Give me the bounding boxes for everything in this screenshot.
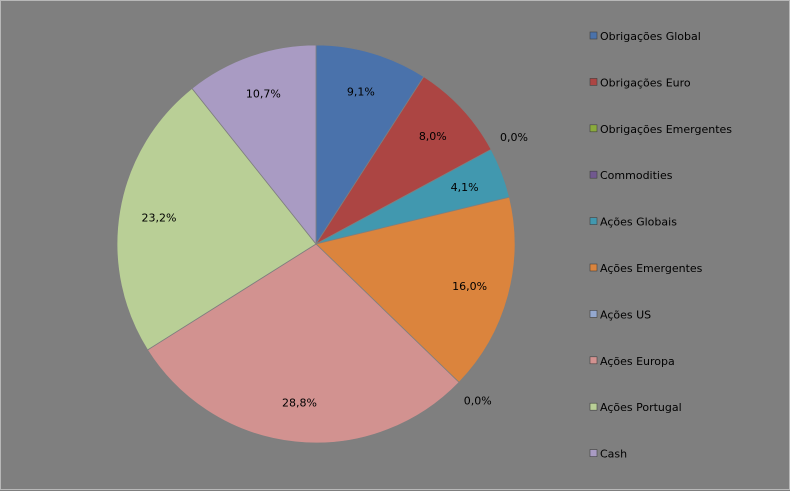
data-label-acoes-europa: 28,8% [282, 396, 317, 409]
data-label-obrigacoes-global: 9,1% [347, 85, 375, 98]
data-labels: 9,1% 8,0% 0,0% 4,1% 16,0% 0,0% 28,8% 23,2% 10,7% [142, 85, 528, 409]
legend-swatch-acoes-globais [589, 217, 598, 225]
data-label-acoes-us: 0,0% [464, 395, 492, 408]
slice-obrigacoes-global [315, 44, 425, 246]
legend-swatch-acoes-portugal [589, 402, 598, 411]
legend-label-acoes-us: Ações US [600, 308, 651, 321]
slice-acoes-europa [146, 243, 460, 444]
data-label-cash: 10,7% [246, 88, 281, 101]
legend-swatch-obrigacoes-euro [589, 78, 598, 86]
legend-swatch-acoes-europa [589, 356, 598, 365]
legend-label-obrigacoes-euro: Obrigações Euro [600, 76, 691, 89]
data-label-acoes-portugal: 23,2% [142, 211, 177, 224]
legend-swatch-cash [589, 449, 598, 457]
pie-slices [116, 44, 516, 444]
slice-acoes-portugal [116, 87, 317, 351]
slice-cash [191, 44, 317, 246]
legend-label-acoes-emergentes: Ações Emergentes [600, 262, 703, 275]
legend-swatch-acoes-us [589, 310, 598, 318]
data-label-acoes-emergentes: 16,0% [452, 280, 487, 293]
legend-label-obrigacoes-emergentes: Obrigações Emergentes [600, 123, 732, 136]
legend-swatch-acoes-emergentes [589, 263, 598, 272]
legend-swatch-obrigacoes-global [589, 31, 598, 40]
legend-swatch-obrigacoes-emergentes [589, 124, 598, 133]
data-label-obrigacoes-euro: 8,0% [419, 130, 447, 143]
legend-label-acoes-europa: Ações Europa [600, 355, 675, 368]
legend-swatch-commodities [589, 170, 598, 179]
legend-label-commodities: Commodities [600, 169, 673, 182]
data-label-obrigacoes-emergentes: 0,0% [500, 131, 528, 144]
legend: Obrigações Global Obrigações Euro Obrigaçõ… [589, 30, 732, 461]
slice-obrigacoes-euro [315, 76, 492, 245]
slice-acoes-emergentes [315, 196, 516, 383]
legend-label-acoes-globais: Ações Globais [600, 216, 677, 229]
data-label-acoes-globais: 4,1% [451, 181, 479, 194]
legend-label-obrigacoes-global: Obrigações Global [600, 30, 701, 43]
legend-label-cash: Cash [600, 448, 627, 461]
legend-label-acoes-portugal: Ações Portugal [600, 401, 682, 414]
